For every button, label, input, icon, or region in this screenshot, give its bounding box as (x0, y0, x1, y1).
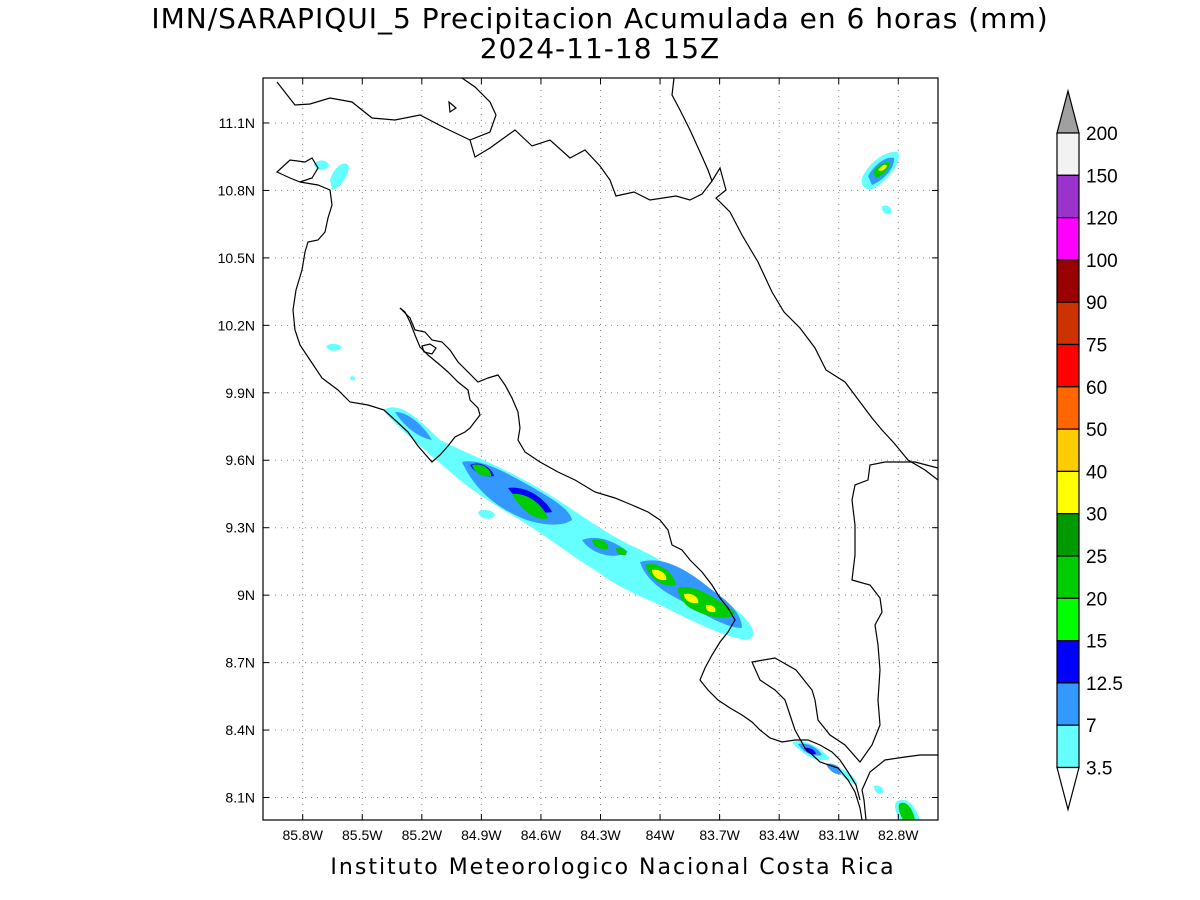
colorbar-bin (1056, 682, 1080, 726)
colorbar-label: 60 (1086, 378, 1107, 399)
lat-tick-label: 8.7N (225, 655, 255, 671)
lon-tick-label: 84.9W (461, 827, 502, 843)
lat-tick-label: 9.9N (225, 385, 255, 401)
lat-tick-label: 9.6N (225, 452, 255, 468)
colorbar-label: 3.5 (1086, 759, 1112, 780)
lon-tick-label: 84W (646, 827, 676, 843)
colorbar-bin (1056, 174, 1080, 219)
colorbar-label: 100 (1086, 251, 1118, 272)
colorbar-label: 120 (1086, 209, 1118, 230)
colorbar-bin (1056, 386, 1080, 430)
lat-tick-label: 9N (237, 587, 255, 603)
lat-tick-label: 10.5N (218, 250, 255, 266)
colorbar-bin (1056, 555, 1080, 599)
colorbar-bin (1056, 217, 1080, 261)
lon-tick-label: 83.7W (699, 827, 740, 843)
lat-tick-label: 10.8N (218, 182, 255, 198)
colorbar-bin (1056, 470, 1080, 515)
colorbar-label: 15 (1086, 632, 1107, 653)
colorbar-label: 50 (1086, 420, 1107, 441)
axis-ticks: 85.8W 85.5W 85.2W 84.9W 84.6W 84.3W 84W 83.7W 83… (218, 78, 938, 843)
lon-tick-label: 85.2W (402, 827, 443, 843)
colorbar-legend: 200 150 120 100 90 75 60 50 40 30 25 20 15 12.5 7 3.5 (1056, 88, 1123, 812)
lon-tick-label: 83.4W (759, 827, 800, 843)
lon-tick-label: 84.3W (580, 827, 621, 843)
colorbar-label: 40 (1086, 462, 1107, 483)
lon-tick-label: 82.8W (878, 827, 919, 843)
colorbar-bin (1056, 343, 1080, 388)
lon-tick-label: 83.1W (819, 827, 860, 843)
colorbar-label: 75 (1086, 336, 1107, 357)
colorbar-label: 30 (1086, 505, 1107, 526)
coastline-borders (275, 78, 938, 820)
lat-lon-grid (263, 78, 938, 820)
colorbar-bottom-arrow (1056, 766, 1080, 812)
colorbar-bin (1056, 639, 1080, 684)
colorbar-bin (1056, 132, 1080, 176)
colorbar-label: 7 (1086, 716, 1097, 737)
colorbar-label: 200 (1086, 124, 1118, 145)
lat-tick-label: 11.1N (219, 115, 255, 131)
colorbar-label: 20 (1086, 589, 1107, 610)
lat-tick-label: 8.4N (225, 722, 255, 738)
colorbar-label: 25 (1086, 547, 1107, 568)
colorbar-bin (1056, 724, 1080, 769)
lon-tick-label: 85.8W (282, 827, 323, 843)
lat-tick-label: 8.1N (225, 790, 255, 806)
lon-tick-label: 85.5W (342, 827, 383, 843)
colorbar-bin (1056, 428, 1080, 473)
colorbar-bin (1056, 597, 1080, 642)
colorbar-bin (1056, 513, 1080, 557)
lat-tick-label: 9.3N (225, 520, 255, 536)
colorbar-bin (1056, 259, 1080, 303)
chart-title: IMN/SARAPIQUI_5 Precipitacion Acumulada … (151, 2, 1049, 35)
colorbar-top-arrow (1056, 88, 1080, 134)
colorbar-label: 90 (1086, 293, 1107, 314)
colorbar-label: 12.5 (1086, 674, 1123, 695)
lat-tick-label: 10.2N (218, 317, 255, 333)
chart-subtitle: 2024-11-18 15Z (479, 32, 721, 65)
colorbar-bin (1056, 301, 1080, 346)
precipitation-field (314, 151, 920, 820)
footer-credit: Instituto Meteorologico Nacional Costa R… (330, 855, 896, 880)
lon-tick-label: 84.6W (521, 827, 562, 843)
colorbar-label: 150 (1086, 166, 1118, 187)
